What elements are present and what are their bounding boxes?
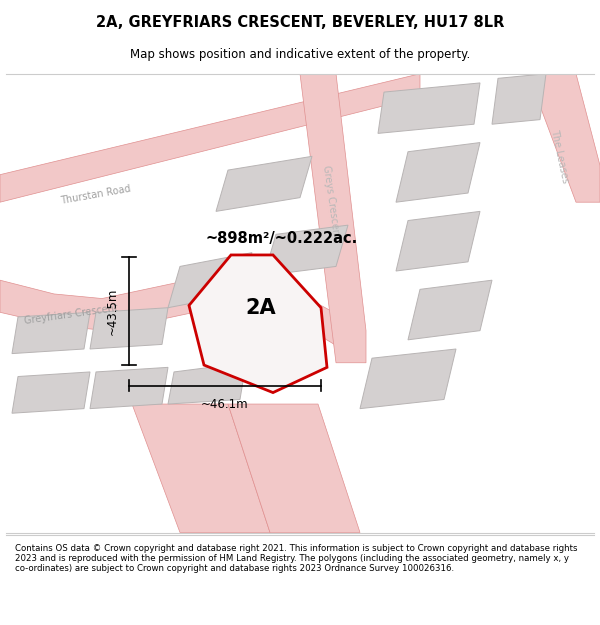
Text: The Leases: The Leases	[549, 129, 570, 184]
Polygon shape	[168, 362, 246, 404]
Text: Contains OS data © Crown copyright and database right 2021. This information is : Contains OS data © Crown copyright and d…	[15, 544, 577, 573]
Text: ~43.5m: ~43.5m	[106, 288, 119, 335]
Polygon shape	[90, 368, 168, 409]
Text: Greys Crescent: Greys Crescent	[321, 164, 341, 240]
Polygon shape	[132, 404, 270, 532]
Polygon shape	[528, 74, 600, 202]
Polygon shape	[0, 276, 342, 349]
Text: ~46.1m: ~46.1m	[201, 398, 249, 411]
Text: 2A, GREYFRIARS CRESCENT, BEVERLEY, HU17 8LR: 2A, GREYFRIARS CRESCENT, BEVERLEY, HU17 …	[96, 14, 504, 29]
Polygon shape	[396, 142, 480, 202]
Polygon shape	[492, 74, 546, 124]
Polygon shape	[216, 156, 312, 211]
Polygon shape	[300, 74, 366, 362]
Polygon shape	[360, 349, 456, 409]
Text: 2A: 2A	[245, 298, 277, 318]
Polygon shape	[189, 255, 327, 392]
Text: Greyfriars Crescent: Greyfriars Crescent	[24, 303, 119, 326]
Polygon shape	[264, 225, 348, 276]
Text: Map shows position and indicative extent of the property.: Map shows position and indicative extent…	[130, 48, 470, 61]
Polygon shape	[408, 280, 492, 340]
Polygon shape	[0, 74, 420, 202]
Polygon shape	[12, 312, 90, 354]
Polygon shape	[228, 404, 360, 532]
Polygon shape	[378, 83, 480, 133]
Text: Thurstan Road: Thurstan Road	[60, 184, 132, 206]
Polygon shape	[168, 253, 252, 308]
Polygon shape	[12, 372, 90, 413]
Polygon shape	[396, 211, 480, 271]
Polygon shape	[90, 308, 168, 349]
Text: ~898m²/~0.222ac.: ~898m²/~0.222ac.	[206, 231, 358, 246]
